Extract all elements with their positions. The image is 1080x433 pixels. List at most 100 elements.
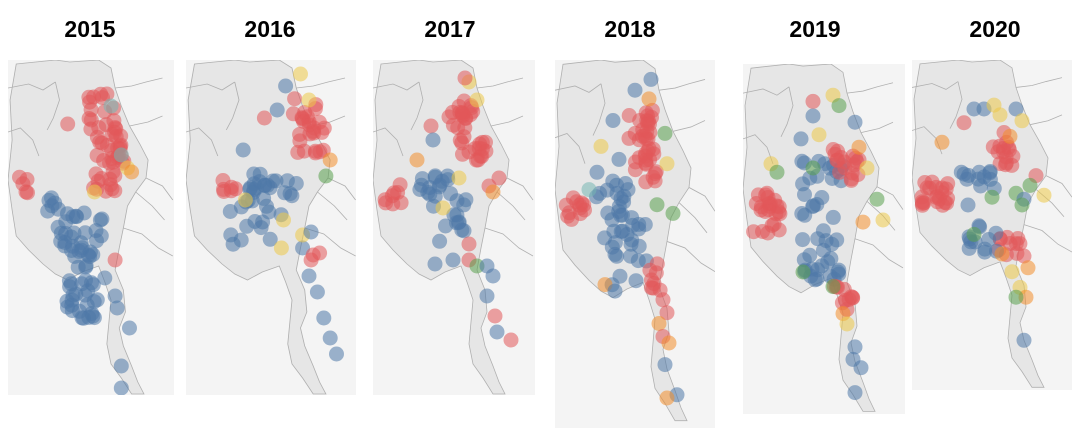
event-marker (825, 279, 841, 295)
event-marker (293, 66, 308, 82)
event-marker (113, 358, 129, 374)
border-line (225, 81, 240, 131)
event-marker (322, 330, 338, 346)
event-marker (452, 132, 468, 148)
event-marker (992, 107, 1008, 123)
event-marker (928, 179, 944, 195)
border-line (327, 177, 356, 201)
map-panel-2017: 2017 (360, 0, 540, 433)
event-marker (94, 211, 110, 227)
event-marker (818, 233, 834, 249)
event-marker (316, 310, 332, 326)
border-line (496, 191, 526, 221)
event-marker (1014, 197, 1030, 213)
event-marker (934, 134, 950, 150)
border-line (8, 127, 40, 157)
event-marker (576, 197, 592, 213)
event-marker (456, 223, 472, 239)
event-marker (277, 185, 293, 201)
event-marker (649, 197, 665, 213)
event-marker (659, 390, 675, 406)
event-marker (242, 180, 258, 196)
event-marker (104, 127, 120, 142)
event-marker (82, 249, 98, 265)
event-marker (869, 191, 885, 207)
event-marker (457, 70, 473, 86)
myanmar-map-2020 (912, 60, 1072, 390)
event-marker (805, 93, 821, 109)
event-marker (76, 205, 92, 221)
event-marker (269, 102, 285, 118)
event-marker (644, 109, 659, 125)
event-marker (589, 164, 605, 180)
event-marker (329, 346, 344, 362)
border-line (860, 121, 894, 134)
event-marker (109, 300, 125, 316)
border-line (854, 238, 904, 269)
event-marker (793, 131, 809, 147)
year-label: 2016 (244, 16, 296, 42)
event-marker (970, 171, 986, 187)
event-marker (657, 357, 673, 373)
border-line (743, 86, 790, 96)
myanmar-map-2015 (8, 60, 174, 395)
event-marker (607, 283, 623, 299)
event-marker (261, 204, 277, 220)
event-marker (102, 171, 118, 187)
border-line (373, 127, 404, 157)
event-marker (64, 297, 80, 313)
border-line (658, 79, 706, 91)
border-line (780, 86, 794, 137)
event-marker (643, 71, 659, 87)
event-marker (503, 332, 519, 348)
event-marker (814, 190, 830, 205)
event-marker (665, 205, 681, 221)
event-marker (915, 196, 931, 211)
event-marker (1004, 264, 1020, 280)
event-marker (607, 246, 623, 262)
border-line (506, 177, 534, 201)
event-marker (461, 236, 477, 252)
border-line (555, 132, 586, 164)
border-line (672, 120, 706, 132)
event-marker (65, 209, 81, 225)
event-marker (215, 173, 231, 188)
event-marker (771, 222, 787, 238)
event-marker (124, 164, 140, 180)
event-marker (223, 183, 239, 199)
event-marker (276, 212, 291, 228)
border-line (666, 241, 715, 273)
event-marker (659, 305, 675, 321)
event-marker (621, 130, 637, 146)
event-marker (831, 98, 847, 114)
event-marker (597, 230, 613, 246)
event-marker (237, 192, 253, 208)
event-marker (290, 144, 306, 160)
event-marker (809, 271, 825, 287)
event-marker (611, 151, 627, 167)
event-marker (859, 160, 875, 176)
map-panel-2018: 2018 (540, 0, 720, 433)
year-label: 2018 (604, 16, 656, 42)
event-marker (303, 224, 319, 240)
event-marker (409, 152, 425, 168)
myanmar-map-2017 (373, 60, 535, 395)
event-marker (795, 232, 811, 248)
event-marker (262, 231, 278, 247)
myanmar-map-2019 (743, 64, 905, 414)
event-marker (487, 308, 503, 324)
event-marker (1016, 248, 1032, 264)
border-line (145, 177, 174, 201)
event-marker (86, 310, 102, 326)
event-marker (630, 253, 646, 269)
event-marker (966, 226, 982, 242)
event-marker (89, 147, 105, 163)
event-marker (491, 170, 507, 186)
event-marker (558, 197, 574, 213)
border-line (555, 83, 602, 93)
event-marker (222, 204, 238, 219)
event-marker (301, 268, 317, 284)
event-marker (847, 114, 863, 130)
event-marker (489, 324, 505, 340)
border-line (115, 77, 163, 89)
